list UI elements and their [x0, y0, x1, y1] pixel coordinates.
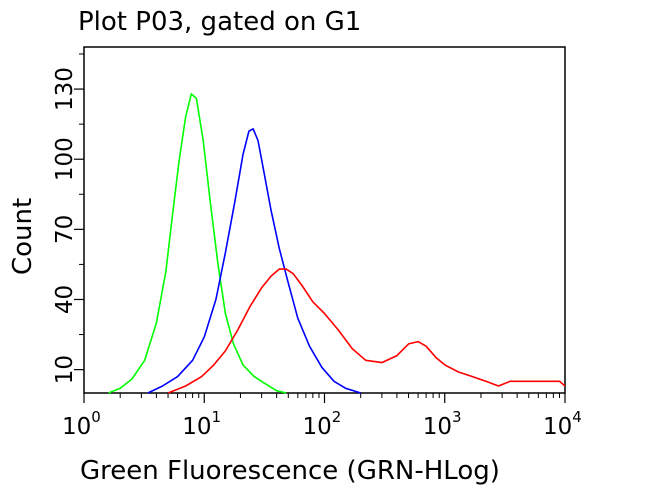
x-tick-label: 102: [303, 408, 342, 440]
y-axis-label: Count: [8, 198, 38, 275]
x-tick-label: 100: [62, 408, 101, 440]
x-axis-ticks: 100 101 102 103 104: [62, 393, 582, 440]
y-tick-label: 100: [52, 137, 78, 181]
y-tick-label: 10: [52, 355, 78, 384]
y-tick-label: 70: [52, 215, 78, 244]
series-layer: [108, 93, 566, 394]
series-line-2: [147, 128, 361, 394]
x-tick-label: 101: [182, 408, 221, 440]
y-axis-ticks: 10 40 70 100 130: [52, 53, 84, 384]
x-tick-label: 104: [543, 408, 582, 440]
x-tick-label: 103: [423, 408, 462, 440]
y-tick-label: 130: [52, 67, 78, 111]
x-axis-label: Green Fluorescence (GRN-HLog): [80, 456, 500, 486]
series-line-1: [108, 93, 287, 394]
chart-title: Plot P03, gated on G1: [78, 7, 361, 37]
series-line-3: [167, 268, 566, 394]
y-tick-label: 40: [52, 285, 78, 314]
